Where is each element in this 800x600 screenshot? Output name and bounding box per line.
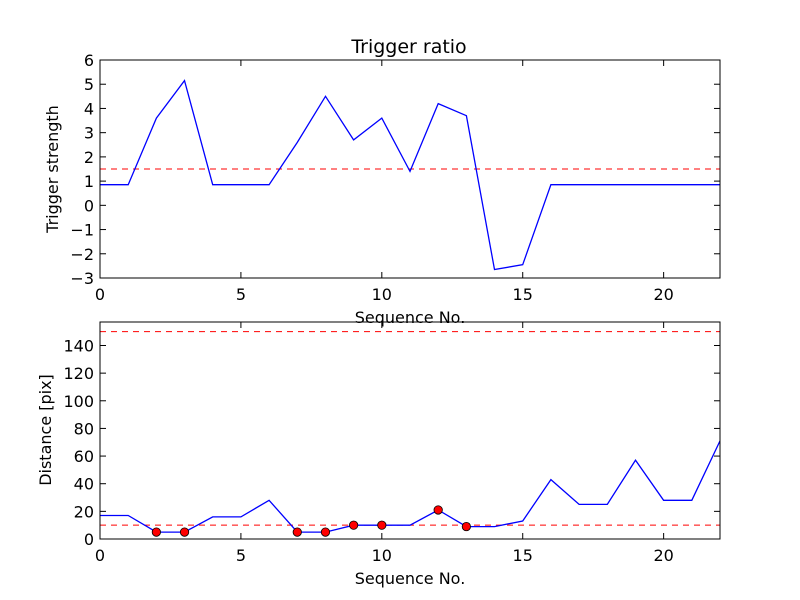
bottom-xtick-label: 0 [95, 546, 105, 565]
bottom-marker-point [377, 520, 387, 530]
bottom-chart-plot-area [100, 331, 720, 537]
bottom-ytick-label: 20 [74, 502, 94, 521]
bottom-ytick-label: 140 [63, 336, 94, 355]
top-ytick-label: 6 [84, 51, 94, 70]
bottom-ytick-label: 0 [84, 530, 94, 549]
top-chart-xlabel: Sequence No. [355, 308, 466, 327]
top-series-line [100, 79, 720, 271]
bottom-chart-ylabel: Distance [pix] [36, 374, 55, 486]
top-xtick-label: 15 [513, 285, 533, 304]
top-ytick-label: 5 [84, 75, 94, 94]
top-chart-ticks: 0 5 10 15 20 −3 −2 −1 0 1 2 3 4 5 6 [70, 51, 720, 304]
top-xtick-label: 20 [653, 285, 673, 304]
bottom-marker-point [151, 527, 161, 537]
top-ytick-label: 4 [84, 99, 94, 118]
bottom-chart-ticks: 0 5 10 15 20 0 20 40 60 80 100 120 140 [63, 322, 720, 565]
bottom-ytick-label: 80 [74, 419, 94, 438]
bottom-ytick-label: 40 [74, 475, 94, 494]
bottom-xtick-label: 10 [372, 546, 392, 565]
bottom-marker-point [461, 521, 471, 532]
top-ytick-label: −2 [70, 245, 94, 264]
top-chart-ylabel: Trigger strength [43, 105, 62, 234]
top-chart-plot-area [100, 79, 720, 271]
bottom-ytick-label: 120 [63, 364, 94, 383]
bottom-chart-frame [99, 321, 721, 540]
bottom-marker-point [433, 505, 443, 515]
top-chart-frame [99, 59, 721, 279]
top-chart: Trigger ratio 0 5 10 15 20 −3 −2 −1 0 1 2 3 4 5 6 Sequ… [43, 36, 721, 327]
top-ytick-label: −3 [70, 269, 94, 288]
bottom-ytick-label: 60 [74, 447, 94, 466]
bottom-xtick-label: 15 [513, 546, 533, 565]
top-xtick-label: 10 [372, 285, 392, 304]
top-xtick-label: 0 [95, 285, 105, 304]
top-ytick-label: 1 [84, 172, 94, 191]
top-ytick-label: 2 [84, 148, 94, 167]
bottom-series-line [100, 440, 720, 533]
bottom-marker-point [349, 520, 359, 530]
bottom-chart-xlabel: Sequence No. [355, 569, 466, 588]
top-xtick-label: 5 [236, 285, 246, 304]
bottom-xtick-label: 5 [236, 546, 246, 565]
bottom-marker-point [320, 527, 331, 537]
bottom-ytick-label: 100 [63, 392, 94, 411]
top-ytick-label: 0 [84, 196, 94, 215]
top-chart-title: Trigger ratio [350, 36, 466, 58]
top-ytick-label: 3 [84, 124, 94, 143]
bottom-xtick-label: 20 [653, 546, 673, 565]
bottom-marker-point [292, 527, 302, 537]
bottom-marker-point [179, 527, 190, 537]
top-ytick-label: −1 [70, 221, 94, 240]
